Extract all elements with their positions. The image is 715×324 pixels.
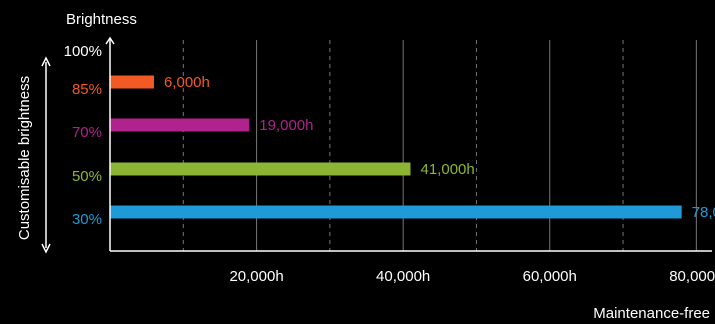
x-tick-label: 40,000h [376,268,430,285]
bar-85pct [110,75,154,89]
brightness-arrow-up [41,56,51,67]
gridlines [182,40,697,251]
bar-value-label: 19,000h [259,117,313,134]
y-top-label: 100% [64,43,102,60]
data-labels: 6,000h 19,000h 41,000h 78,000 [164,74,715,221]
bar-50pct [110,162,411,176]
x-tick-label: 60,000h [523,268,577,285]
brightness-arrow-down [41,243,51,254]
y-axis-label: Customisable brightness [16,76,33,240]
bars [110,75,682,219]
x-tick-label: 20,000h [229,268,283,285]
category-label: 50% [72,168,102,185]
bar-value-label: 6,000h [164,74,210,91]
x-tick-labels: 20,000h 40,000h 60,000h 80,000h [229,268,715,285]
category-label: 70% [72,124,102,141]
y-axis-arrow [105,36,115,45]
bar-value-label: 78,000 [692,204,715,221]
bar-70pct [110,118,250,132]
chart-title: Brightness [66,11,137,28]
category-label: 85% [72,81,102,98]
x-tick-label: 80,000h [669,268,715,285]
x-axis-label: Maintenance-free [593,305,710,322]
bar-30pct [110,205,682,219]
category-labels: 85% 70% 50% 30% [72,81,102,228]
bar-value-label: 41,000h [421,161,475,178]
category-label: 30% [72,211,102,228]
